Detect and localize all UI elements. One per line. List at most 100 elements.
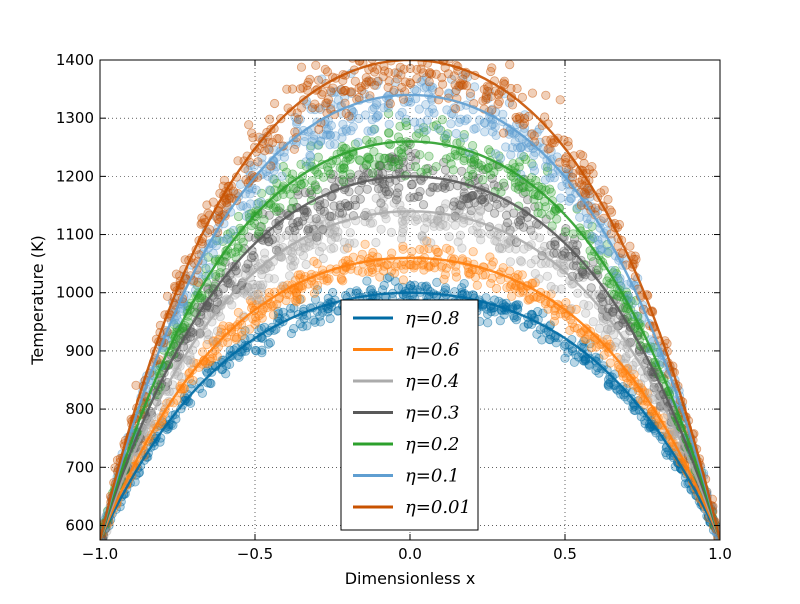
data-point: [380, 42, 388, 50]
data-point: [311, 60, 321, 70]
data-point: [242, 290, 252, 300]
data-point: [252, 199, 262, 209]
data-point: [401, 211, 411, 221]
data-point: [348, 252, 358, 262]
data-point: [217, 364, 228, 374]
y-tick-label: 900: [65, 342, 94, 360]
data-point: [223, 337, 233, 347]
data-point: [250, 319, 260, 329]
data-point: [385, 99, 395, 109]
data-point: [212, 326, 223, 336]
data-point: [573, 288, 583, 298]
data-point: [325, 140, 335, 150]
data-point: [487, 273, 497, 283]
y-tick-label: 1100: [56, 226, 94, 244]
data-point: [212, 297, 222, 307]
data-point: [384, 187, 394, 197]
data-point: [556, 193, 566, 203]
data-point: [491, 283, 502, 294]
data-point: [376, 198, 386, 208]
data-point: [435, 41, 443, 49]
data-point: [454, 81, 464, 91]
data-point: [376, 224, 386, 234]
data-point: [268, 174, 278, 184]
data-point: [472, 222, 482, 232]
data-point: [233, 156, 243, 166]
data-point: [288, 197, 298, 207]
data-point: [483, 202, 494, 212]
data-point: [414, 42, 422, 50]
data-point: [518, 286, 529, 296]
data-point: [289, 144, 299, 154]
legend-label: η=0.01: [405, 497, 471, 518]
data-point: [540, 175, 551, 185]
data-point: [603, 194, 613, 205]
data-point: [455, 40, 463, 48]
data-point: [549, 173, 559, 183]
data-point: [444, 60, 450, 61]
data-point: [199, 355, 209, 365]
data-point: [639, 400, 649, 410]
data-point: [383, 260, 393, 270]
data-point: [586, 343, 597, 353]
data-point: [257, 313, 267, 323]
data-point: [459, 133, 469, 143]
data-point: [573, 352, 584, 362]
data-point: [305, 152, 316, 162]
data-point: [418, 68, 428, 78]
data-point: [345, 228, 355, 238]
data-point: [517, 270, 527, 280]
data-point: [367, 267, 377, 277]
data-point: [312, 167, 322, 177]
data-point: [467, 191, 478, 201]
data-point: [615, 273, 625, 283]
data-point: [590, 203, 601, 213]
data-point: [579, 299, 589, 309]
data-point: [492, 199, 502, 209]
data-point: [354, 60, 364, 66]
data-point: [496, 187, 506, 197]
data-point: [581, 308, 591, 318]
data-point: [314, 246, 324, 257]
data-point: [405, 280, 415, 291]
data-point: [398, 275, 408, 285]
data-point: [206, 378, 216, 389]
data-point: [313, 152, 323, 162]
data-point: [502, 282, 512, 293]
data-point: [409, 261, 419, 271]
data-point: [605, 358, 615, 368]
data-point: [567, 346, 578, 356]
data-point: [406, 152, 416, 162]
data-point: [345, 154, 355, 164]
data-point: [186, 355, 196, 365]
data-point: [287, 84, 297, 94]
data-point: [498, 128, 509, 138]
data-point: [317, 242, 327, 252]
data-point: [441, 154, 451, 164]
data-point: [311, 214, 321, 224]
data-point: [468, 247, 478, 257]
data-point: [234, 211, 244, 222]
data-point: [498, 78, 509, 88]
data-point: [228, 225, 238, 236]
data-point: [451, 39, 459, 47]
data-point: [472, 280, 482, 290]
data-point: [560, 339, 570, 349]
data-point: [329, 243, 339, 253]
y-tick-label: 800: [65, 400, 94, 418]
data-point: [298, 322, 308, 332]
data-point: [301, 259, 311, 270]
data-point: [370, 60, 376, 61]
data-point: [263, 237, 274, 247]
data-point: [309, 256, 319, 266]
data-point: [296, 62, 307, 72]
data-point: [540, 112, 550, 122]
data-point: [293, 114, 303, 125]
data-point: [322, 67, 333, 77]
data-point: [439, 274, 449, 284]
data-point: [269, 98, 280, 109]
data-point: [288, 260, 298, 271]
data-point: [416, 167, 426, 177]
data-point: [219, 175, 229, 185]
legend-label: η=0.6: [405, 340, 460, 361]
